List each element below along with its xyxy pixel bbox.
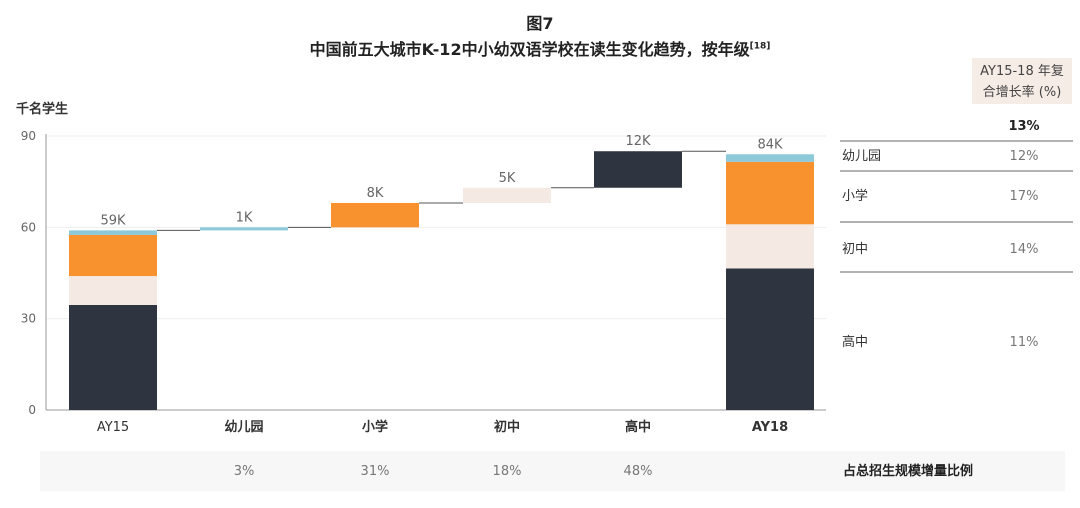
ay18-middle-segment [726, 224, 814, 269]
cagr-row-value: 12% [1010, 149, 1039, 164]
bars [69, 150, 814, 410]
share-row: 3% 31% 18% 48% 占总招生规模增量比例 [234, 463, 973, 479]
share-value: 31% [361, 464, 390, 479]
share-band [40, 451, 1065, 491]
y-axis-label: 千名学生 [16, 102, 69, 117]
gridlines [46, 135, 826, 320]
ay15-kindergarten-segment [69, 230, 157, 235]
cagr-row-value: 17% [1010, 189, 1039, 204]
share-label: 占总招生规模增量比例 [843, 463, 973, 479]
share-value: 3% [234, 464, 255, 479]
title-reference: [18] [749, 41, 771, 52]
data-label: 5K [499, 171, 516, 186]
cagr-table: 13% 幼儿园 12% 小学 17% 初中 14% 高中 11% [840, 119, 1073, 350]
data-label: 84K [757, 137, 783, 152]
increment-bar-primary [331, 202, 419, 228]
data-label: 12K [625, 134, 651, 149]
x-category-label: 幼儿园 [224, 419, 263, 435]
cagr-header-line-1: AY15-18 年复 [980, 64, 1064, 79]
cagr-total: 13% [1008, 119, 1039, 134]
ay18-high-segment [726, 268, 814, 410]
cagr-header-line-2: 合增长率 (%) [982, 85, 1062, 100]
ay15-middle-segment [69, 276, 157, 305]
data-label: 1K [236, 210, 253, 225]
figure-label: 图7 [526, 14, 554, 33]
y-tick-label: 60 [21, 220, 36, 234]
cagr-header: AY15-18 年复 合增长率 (%) [972, 58, 1072, 104]
x-category-label: 初中 [494, 419, 520, 435]
cagr-row-label: 初中 [842, 242, 868, 257]
ay18-kindergarten-segment [726, 154, 814, 162]
increment-bar-middle [463, 187, 551, 203]
ay18-primary-segment [726, 161, 814, 225]
x-category-label: 小学 [362, 419, 388, 435]
y-tick-label: 0 [28, 403, 36, 417]
y-tick-label: 90 [21, 129, 36, 143]
ay15-high-segment [69, 304, 157, 410]
axes: 0 30 60 90 AY15 幼儿园 小学 初中 高中 AY18 [21, 129, 826, 435]
share-value: 18% [493, 464, 522, 479]
cagr-row-value: 11% [1010, 335, 1039, 350]
data-label: 59K [100, 213, 126, 228]
cagr-row-label: 幼儿园 [842, 149, 881, 164]
ay15-primary-segment [69, 234, 157, 277]
x-category-label: AY15 [97, 420, 129, 435]
x-category-label: AY18 [752, 420, 788, 435]
increment-bar-high [594, 151, 682, 188]
y-tick-label: 30 [21, 312, 36, 326]
data-label: 8K [367, 186, 384, 201]
cagr-row-label: 高中 [842, 334, 868, 350]
labels: 59K 1K 8K 5K 12K 84K [100, 134, 783, 228]
share-value: 48% [624, 464, 653, 479]
cagr-row-label: 小学 [842, 188, 868, 204]
chart-title: 中国前五大城市K-12中小幼双语学校在读生变化趋势，按年级[18] [0, 36, 1080, 60]
cagr-row-value: 14% [1010, 242, 1039, 257]
chart-title-text: 中国前五大城市K-12中小幼双语学校在读生变化趋势，按年级 [309, 40, 750, 59]
x-category-label: 高中 [625, 419, 651, 435]
increment-bar-kindergarten [200, 227, 288, 231]
